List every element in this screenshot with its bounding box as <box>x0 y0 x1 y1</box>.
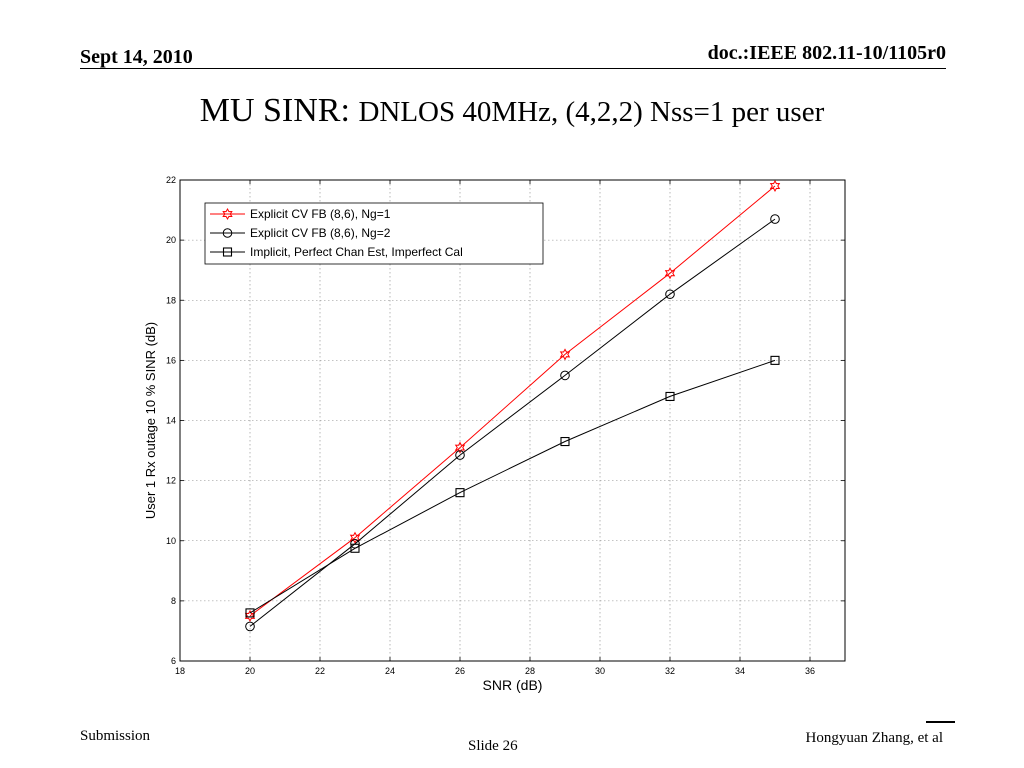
legend-marker <box>222 247 233 257</box>
legend: Explicit CV FB (8,6), Ng=1 Explicit CV FB… <box>204 202 544 265</box>
data-point <box>455 488 465 498</box>
data-point <box>454 441 466 454</box>
y-axis-label: User 1 Rx outage 10 % SINR (dB) <box>143 322 158 519</box>
slide-title: MU SINR: DNLOS 40MHz, (4,2,2) Nss=1 per … <box>0 92 1024 130</box>
data-point <box>455 450 465 460</box>
footer-submission: Submission <box>80 728 151 744</box>
footer-author: Hongyuan Zhang, et al <box>805 730 943 746</box>
data-point <box>245 608 255 618</box>
series-3 <box>245 355 780 618</box>
y-tick-label: 12 <box>166 476 176 486</box>
header-date: Sept 14, 2010 <box>80 46 193 68</box>
data-point <box>560 370 570 381</box>
series-line <box>249 359 776 614</box>
x-tick-label: 20 <box>245 666 255 676</box>
x-tick-label: 32 <box>665 666 675 676</box>
x-tick-label: 26 <box>455 666 465 676</box>
footer-rule <box>926 721 955 723</box>
x-tick-label: 24 <box>385 666 395 676</box>
legend-label: Explicit CV FB (8,6), Ng=2 <box>250 226 391 240</box>
legend-box <box>204 202 544 265</box>
data-point <box>560 436 570 447</box>
legend-entry: Explicit CV FB (8,6), Ng=2 <box>210 226 391 240</box>
x-tick-label: 30 <box>595 666 605 676</box>
y-tick-label: 14 <box>166 416 176 426</box>
data-point <box>665 289 675 300</box>
y-tick-label: 6 <box>171 656 176 666</box>
x-tick-label: 36 <box>805 666 815 676</box>
data-point <box>664 267 676 280</box>
x-tick-label: 34 <box>735 666 745 676</box>
legend-label: Explicit CV FB (8,6), Ng=1 <box>250 207 391 221</box>
x-tick-label: 22 <box>315 666 325 676</box>
data-point <box>350 543 360 553</box>
legend-marker <box>222 207 233 221</box>
data-point <box>769 179 781 193</box>
header-rule <box>80 68 946 69</box>
slide-title-sub: DNLOS 40MHz, (4,2,2) Nss=1 per user <box>358 96 825 128</box>
x-tick-label: 28 <box>525 666 535 676</box>
axis-ticks: 18 20 22 24 26 28 30 32 34 36 6 8 10 12 14 16 18 20 22 <box>166 175 845 676</box>
footer-slide-number: Slide 26 <box>468 738 518 754</box>
legend-entry: Implicit, Perfect Chan Est, Imperfect Ca… <box>210 245 463 259</box>
y-tick-label: 8 <box>171 596 176 606</box>
data-point <box>770 355 780 365</box>
legend-marker <box>222 228 233 238</box>
series-line <box>249 218 776 627</box>
y-tick-label: 18 <box>166 295 176 305</box>
legend-label: Implicit, Perfect Chan Est, Imperfect Ca… <box>250 245 463 259</box>
data-point <box>349 531 361 544</box>
data-point <box>245 621 255 632</box>
y-tick-label: 20 <box>166 235 176 245</box>
y-tick-label: 22 <box>166 175 176 185</box>
slide-title-main: MU SINR: <box>199 92 359 129</box>
series-layer <box>244 179 781 632</box>
data-point <box>559 348 571 361</box>
x-axis-label: SNR (dB) <box>483 677 543 693</box>
data-point <box>665 391 675 402</box>
x-tick-label: 18 <box>175 666 185 676</box>
y-tick-label: 10 <box>166 536 176 546</box>
data-point <box>770 214 780 224</box>
header-doc-id: doc.:IEEE 802.11-10/1105r0 <box>707 42 946 64</box>
series-line <box>249 185 776 617</box>
legend-entry: Explicit CV FB (8,6), Ng=1 <box>210 207 391 221</box>
y-tick-label: 16 <box>166 355 176 365</box>
